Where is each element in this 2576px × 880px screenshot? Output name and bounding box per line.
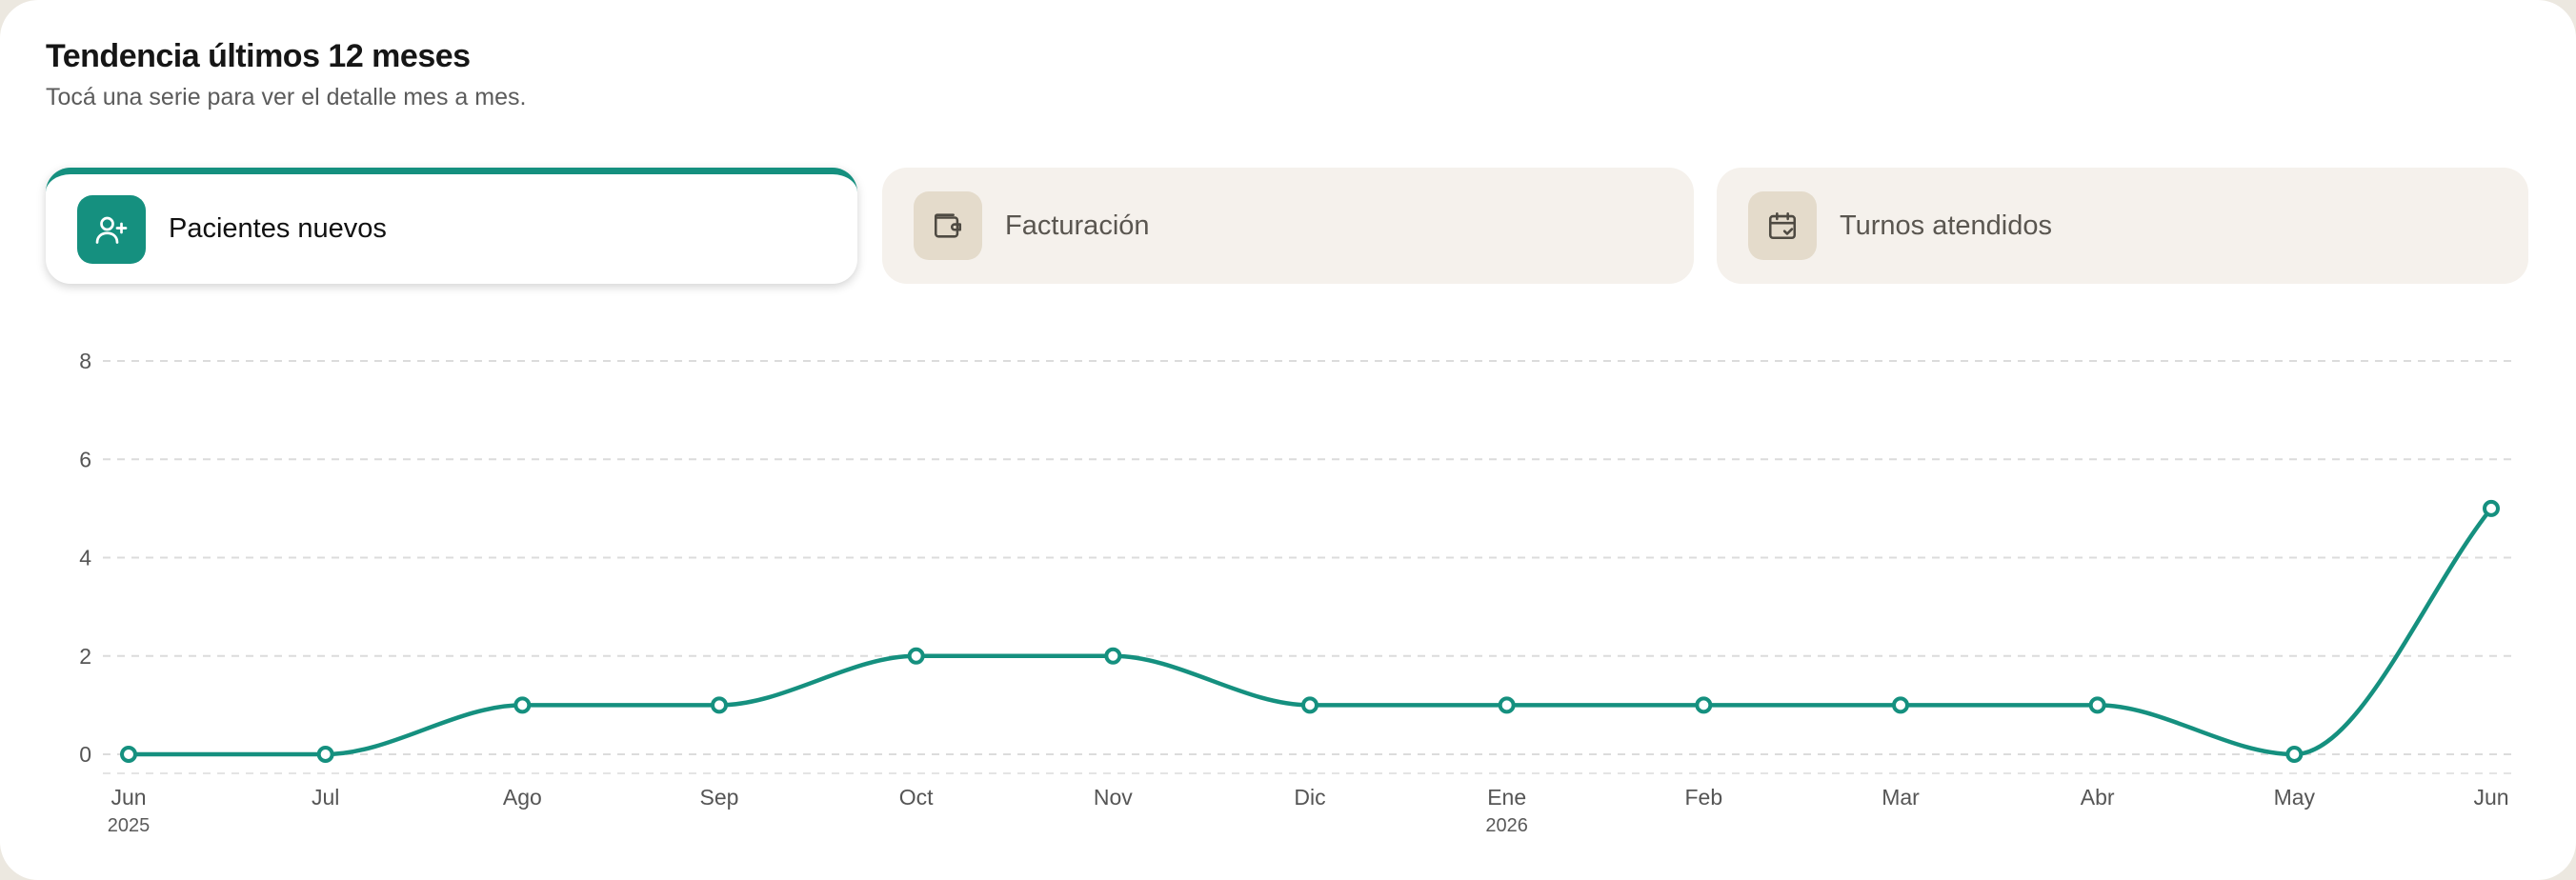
x-tick-label: Nov [1094, 785, 1133, 810]
x-tick-label: Jun [2473, 785, 2508, 810]
tab-label: Facturación [1005, 210, 1150, 241]
x-tick-label: May [2274, 785, 2316, 810]
data-point [316, 746, 334, 763]
series-line [129, 507, 2493, 757]
x-tick-label: Dic [1294, 785, 1325, 810]
x-tick-label: Mar [1882, 785, 1920, 810]
x-tick-label: Jun [111, 785, 146, 810]
x-tick-label: Ene [1487, 785, 1526, 810]
y-tick-label: 6 [79, 447, 91, 471]
y-tick-label: 0 [79, 742, 91, 767]
y-tick-label: 2 [79, 644, 91, 669]
tab-turnos-atendidos[interactable]: Turnos atendidos [1717, 168, 2528, 284]
user-plus-icon [77, 194, 146, 264]
data-point [2088, 696, 2106, 714]
data-point [907, 647, 925, 665]
card-subtitle: Tocá una serie para ver el detalle mes a… [46, 84, 527, 110]
data-point [1104, 647, 1122, 665]
x-tick-label: Sep [700, 785, 739, 810]
x-tick-label: Oct [899, 785, 934, 810]
wallet-icon [914, 191, 982, 260]
data-point [2285, 746, 2304, 763]
tab-label: Pacientes nuevos [169, 213, 387, 244]
x-tick-label: Abr [2081, 785, 2115, 810]
y-tick-label: 4 [79, 546, 91, 570]
data-point [1301, 696, 1318, 714]
data-point [1892, 696, 1909, 714]
tab-facturacion[interactable]: Facturación [882, 168, 1694, 284]
data-point [2483, 499, 2500, 517]
card-title: Tendencia últimos 12 meses [46, 38, 471, 74]
x-tick-label: Jul [312, 785, 339, 810]
x-tick-label: Ago [503, 785, 542, 810]
x-year-label: 2026 [1485, 815, 1528, 836]
data-point [1498, 696, 1516, 714]
y-tick-label: 8 [79, 349, 91, 373]
tab-label: Turnos atendidos [1840, 210, 2053, 241]
x-tick-label: Feb [1685, 785, 1723, 810]
calendar-check-icon [1748, 191, 1817, 260]
data-point [513, 696, 532, 714]
x-year-label: 2025 [108, 815, 151, 836]
data-point [711, 696, 728, 714]
data-point [1695, 696, 1713, 714]
trend-line-chart: 0 2 4 6 8 Jun Jul Ago Sep Oct Nov Dic Ene Feb Mar Abr Ma… [79, 349, 2515, 836]
data-point [120, 746, 137, 763]
tab-pacientes-nuevos[interactable]: Pacientes nuevos [46, 168, 857, 284]
